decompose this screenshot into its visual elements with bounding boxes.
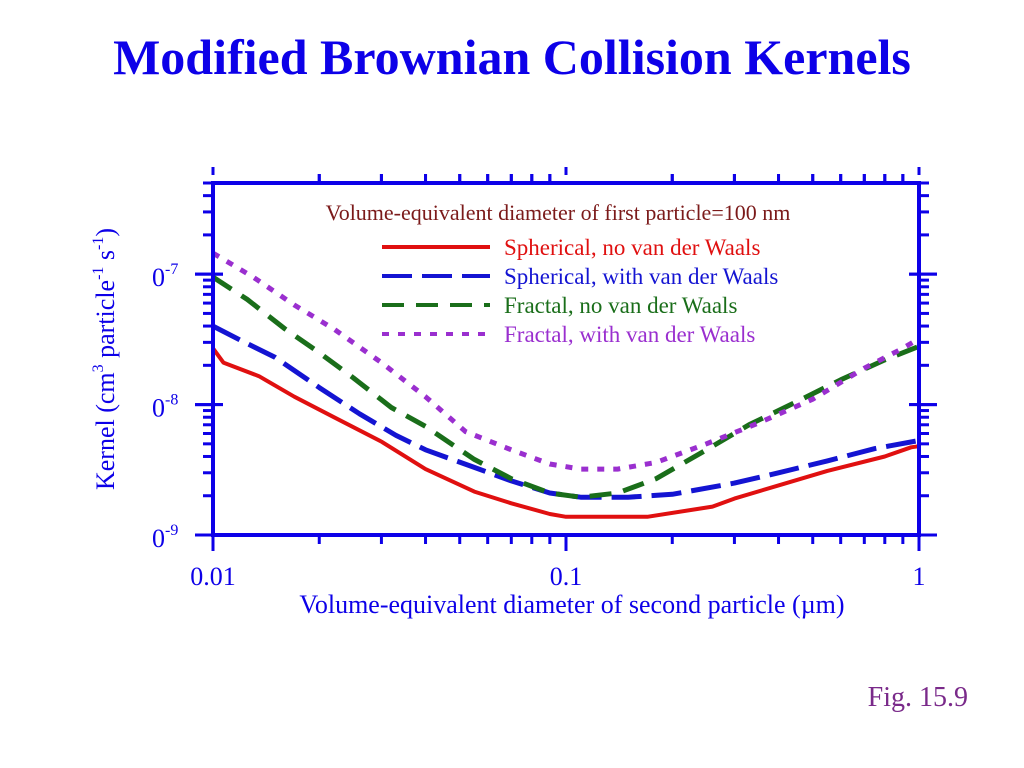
y-axis-label: Kernel (cm3 particle-1 s-1) — [90, 228, 120, 490]
chart-annotation: Volume-equivalent diameter of first part… — [326, 200, 791, 225]
x-axis-label: Volume-equivalent diameter of second par… — [299, 590, 844, 619]
series-lines — [211, 250, 921, 519]
x-tick-label-2: 0.1 — [550, 562, 583, 591]
slide-title: Modified Brownian Collision Kernels — [113, 29, 911, 85]
x-tick-label-3: 1 — [913, 562, 926, 591]
series-line-1 — [211, 347, 920, 519]
figure-label: Fig. 15.9 — [867, 682, 968, 713]
y-tick-label-3: 0-7 — [152, 261, 178, 292]
legend-label-1: Spherical, no van der Waals — [504, 235, 760, 260]
legend-label-2: Spherical, with van der Waals — [504, 264, 778, 289]
legend-label-3: Fractal, no van der Waals — [504, 293, 737, 318]
series-line-2 — [211, 323, 920, 500]
y-tick-label-1: 0-9 — [152, 522, 178, 553]
legend: Spherical, no van der Waals Spherical, wi… — [382, 235, 778, 347]
y-tick-labels: 0-9 0-8 0-7 — [152, 261, 178, 553]
legend-label-4: Fractal, with van der Waals — [504, 322, 755, 347]
x-tick-label-1: 0.01 — [190, 562, 236, 591]
plot-frame — [211, 181, 921, 537]
y-tick-label-2: 0-8 — [152, 392, 178, 423]
x-tick-labels: 0.01 0.1 1 — [190, 562, 925, 591]
